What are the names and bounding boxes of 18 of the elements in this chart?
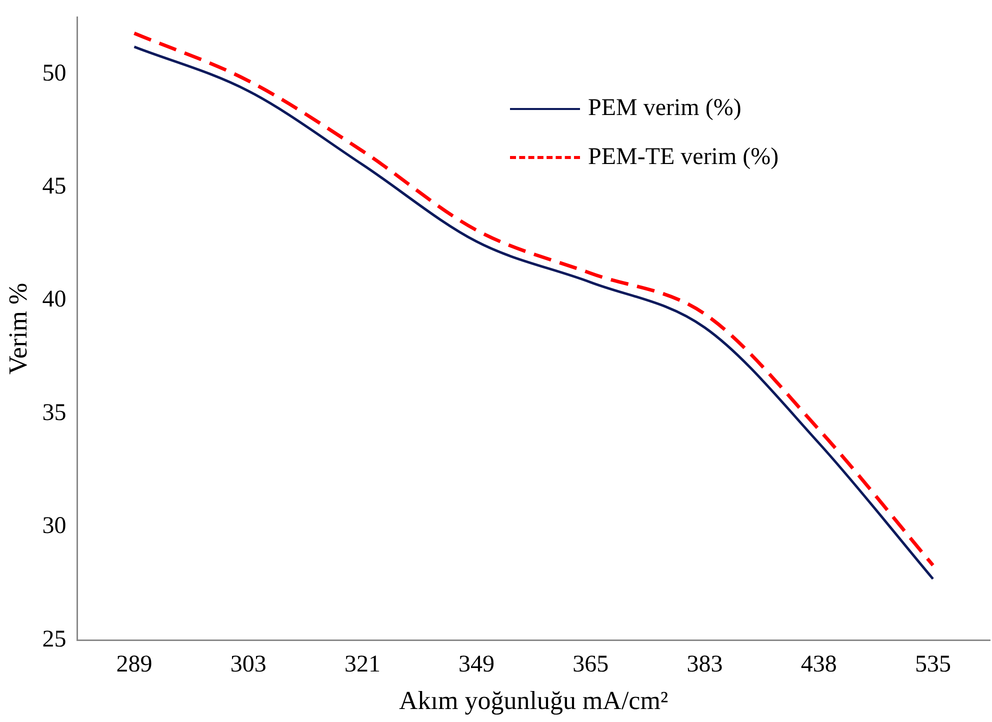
y-tick-label: 50 (42, 60, 66, 86)
x-tick-label: 289 (116, 652, 152, 678)
legend-label: PEM-TE verim (%) (588, 144, 779, 171)
x-tick-label: 303 (230, 652, 266, 678)
y-tick-label: 30 (42, 513, 66, 540)
y-tick-label: 40 (42, 286, 66, 313)
x-tick-label: 321 (344, 652, 380, 678)
y-tick-label: 35 (42, 400, 66, 426)
x-tick-label: 383 (686, 652, 723, 678)
x-tick-label: 438 (800, 652, 837, 678)
y-tick-label: 25 (42, 626, 66, 652)
y-tick-label: 45 (42, 173, 66, 200)
x-tick-label: 365 (572, 652, 609, 678)
x-tick-label: 349 (458, 652, 495, 678)
y-axis-title: Verim % (3, 282, 32, 375)
x-axis-title: Akım yoğunluğu mA/cm² (398, 686, 668, 716)
legend-label: PEM verim (%) (588, 95, 742, 122)
x-tick-label: 535 (914, 652, 951, 678)
